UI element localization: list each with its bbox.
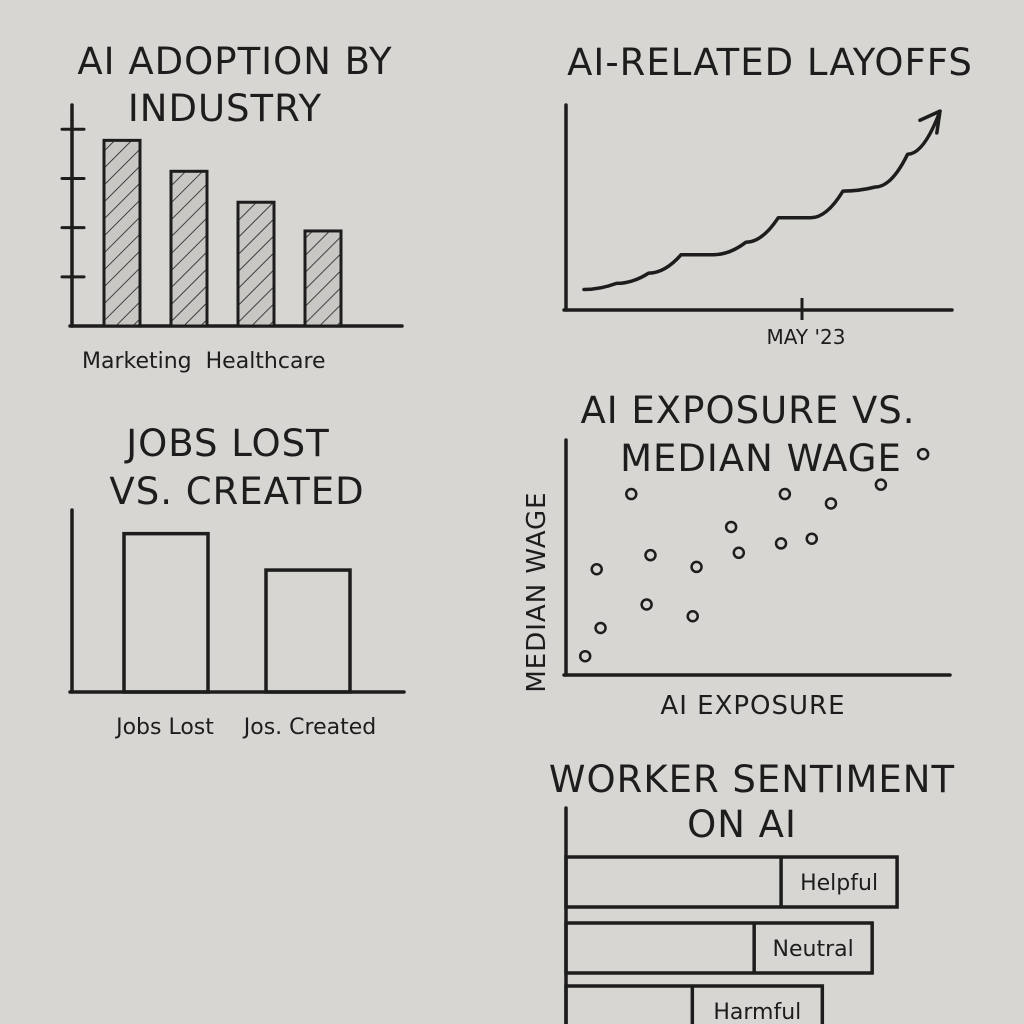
exposure-point-12 (778, 487, 792, 501)
layoffs-arrow-head (918, 109, 942, 135)
jobs-bar-2 (264, 568, 352, 694)
exposure-point-3 (590, 563, 603, 576)
exposure-chart: AI EXPOSURE VS. MEDIAN WAGE AI EXPOSURE … (522, 389, 952, 721)
exposure-title-line-2: MEDIAN WAGE (620, 437, 902, 480)
jobs-title-line-2: VS. CREATED (109, 470, 364, 513)
jobs-chart: JOBS LOST VS. CREATED Jobs Lost Jos. Cre… (68, 422, 406, 740)
exposure-title-line-1: AI EXPOSURE VS. (580, 389, 915, 432)
sentiment-bar-label-3: Harmful (713, 1000, 801, 1024)
exposure-point-16 (916, 447, 930, 461)
exposure-point-13 (805, 532, 819, 545)
jobs-category-label-lost: Jobs Lost (114, 715, 214, 740)
exposure-point-14 (824, 497, 838, 510)
adoption-bar-2 (169, 169, 209, 328)
jobs-bar-1 (122, 531, 210, 694)
exposure-point-1 (578, 649, 592, 663)
exposure-point-9 (724, 520, 738, 534)
sentiment-chart: WORKER SENTIMENT ON AI Helpful Neutral Har… (549, 758, 955, 1024)
exposure-point-15 (874, 478, 888, 491)
sentiment-bar-label-1: Helpful (800, 871, 878, 896)
exposure-point-5 (640, 598, 653, 611)
sentiment-title-line-2: ON AI (687, 803, 797, 846)
adoption-title-line-1: AI ADOPTION BY (77, 40, 392, 83)
sentiment-bar-3 (564, 984, 825, 1024)
exposure-y-axis-label: MEDIAN WAGE (522, 491, 552, 692)
jobs-title-line-1: JOBS LOST (124, 422, 330, 465)
adoption-bar-4 (303, 229, 343, 328)
exposure-point-2 (594, 621, 607, 635)
jobs-category-label-created: Jos. Created (242, 715, 376, 740)
exposure-point-6 (644, 548, 657, 562)
exposure-point-8 (690, 560, 703, 574)
exposure-x-axis-label: AI EXPOSURE (660, 691, 845, 721)
layoffs-x-tick-label: MAY '23 (767, 325, 846, 349)
sentiment-bar-1 (564, 855, 899, 909)
adoption-title-line-2: INDUSTRY (128, 87, 322, 130)
layoffs-series-line (582, 109, 942, 292)
exposure-point-10 (732, 546, 746, 560)
adoption-category-labels: Marketing Healthcare (82, 349, 326, 374)
exposure-point-4 (625, 487, 638, 501)
layoffs-title: AI-RELATED LAYOFFS (567, 41, 973, 84)
layoffs-chart: AI-RELATED LAYOFFS MAY '23 (562, 41, 973, 349)
sentiment-bar-label-2: Neutral (773, 937, 854, 962)
adoption-bar-1 (102, 138, 142, 328)
sentiment-title-line-1: WORKER SENTIMENT (549, 758, 955, 801)
sentiment-bar-2 (564, 921, 874, 975)
exposure-point-7 (686, 610, 699, 623)
exposure-point-11 (774, 537, 788, 550)
adoption-chart: AI ADOPTION BY INDUSTRY Marketing Health… (60, 40, 404, 374)
adoption-bar-3 (236, 200, 276, 328)
